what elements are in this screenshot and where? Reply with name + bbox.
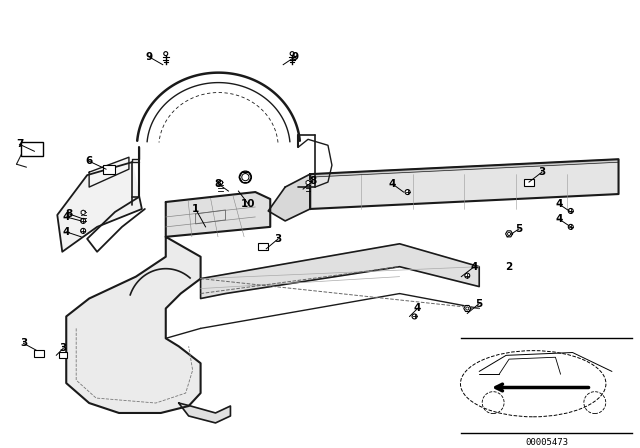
Polygon shape [268, 174, 310, 221]
Polygon shape [89, 157, 129, 187]
Text: 9: 9 [292, 52, 299, 62]
Polygon shape [200, 244, 479, 298]
Text: 4: 4 [63, 227, 70, 237]
Bar [524, 179, 534, 185]
Text: 00005473: 00005473 [525, 438, 568, 447]
Polygon shape [166, 192, 270, 237]
Bar [35, 350, 44, 357]
Text: 4: 4 [414, 303, 421, 314]
Polygon shape [310, 159, 618, 177]
Polygon shape [81, 210, 85, 215]
Text: 3: 3 [538, 167, 545, 177]
Polygon shape [58, 162, 142, 252]
Circle shape [508, 233, 511, 235]
Circle shape [465, 273, 470, 278]
Text: 5: 5 [515, 224, 523, 234]
Circle shape [290, 52, 294, 56]
Polygon shape [179, 403, 230, 423]
Text: 10: 10 [241, 199, 255, 209]
Circle shape [164, 52, 168, 56]
Text: 3: 3 [20, 338, 27, 348]
Text: 4: 4 [555, 214, 563, 224]
Text: 5: 5 [476, 298, 483, 309]
Circle shape [568, 208, 573, 213]
Text: 8: 8 [66, 209, 73, 219]
Bar [60, 352, 67, 358]
Circle shape [568, 224, 573, 229]
Circle shape [81, 219, 86, 224]
Text: 2: 2 [506, 262, 513, 271]
Text: 3: 3 [60, 343, 67, 353]
Text: 7: 7 [16, 139, 23, 149]
Circle shape [242, 173, 249, 181]
Circle shape [81, 228, 86, 233]
Bar [103, 165, 115, 174]
Polygon shape [306, 180, 310, 185]
Text: 3: 3 [275, 234, 282, 244]
Circle shape [466, 307, 469, 310]
Polygon shape [67, 237, 200, 413]
Polygon shape [506, 231, 513, 237]
Circle shape [239, 171, 252, 183]
Polygon shape [464, 306, 471, 311]
Circle shape [405, 190, 410, 194]
Text: 1: 1 [192, 204, 199, 214]
Bar [259, 243, 268, 250]
Polygon shape [310, 159, 618, 209]
Text: 4: 4 [470, 262, 478, 271]
Text: 8: 8 [215, 179, 222, 189]
Circle shape [412, 314, 417, 319]
Polygon shape [218, 180, 223, 185]
Text: 4: 4 [389, 179, 396, 189]
Text: 4: 4 [555, 199, 563, 209]
Text: 6: 6 [86, 156, 93, 166]
Text: 4: 4 [63, 212, 70, 222]
Text: 9: 9 [145, 52, 152, 62]
Bar [22, 142, 44, 156]
Text: 8: 8 [309, 176, 317, 186]
